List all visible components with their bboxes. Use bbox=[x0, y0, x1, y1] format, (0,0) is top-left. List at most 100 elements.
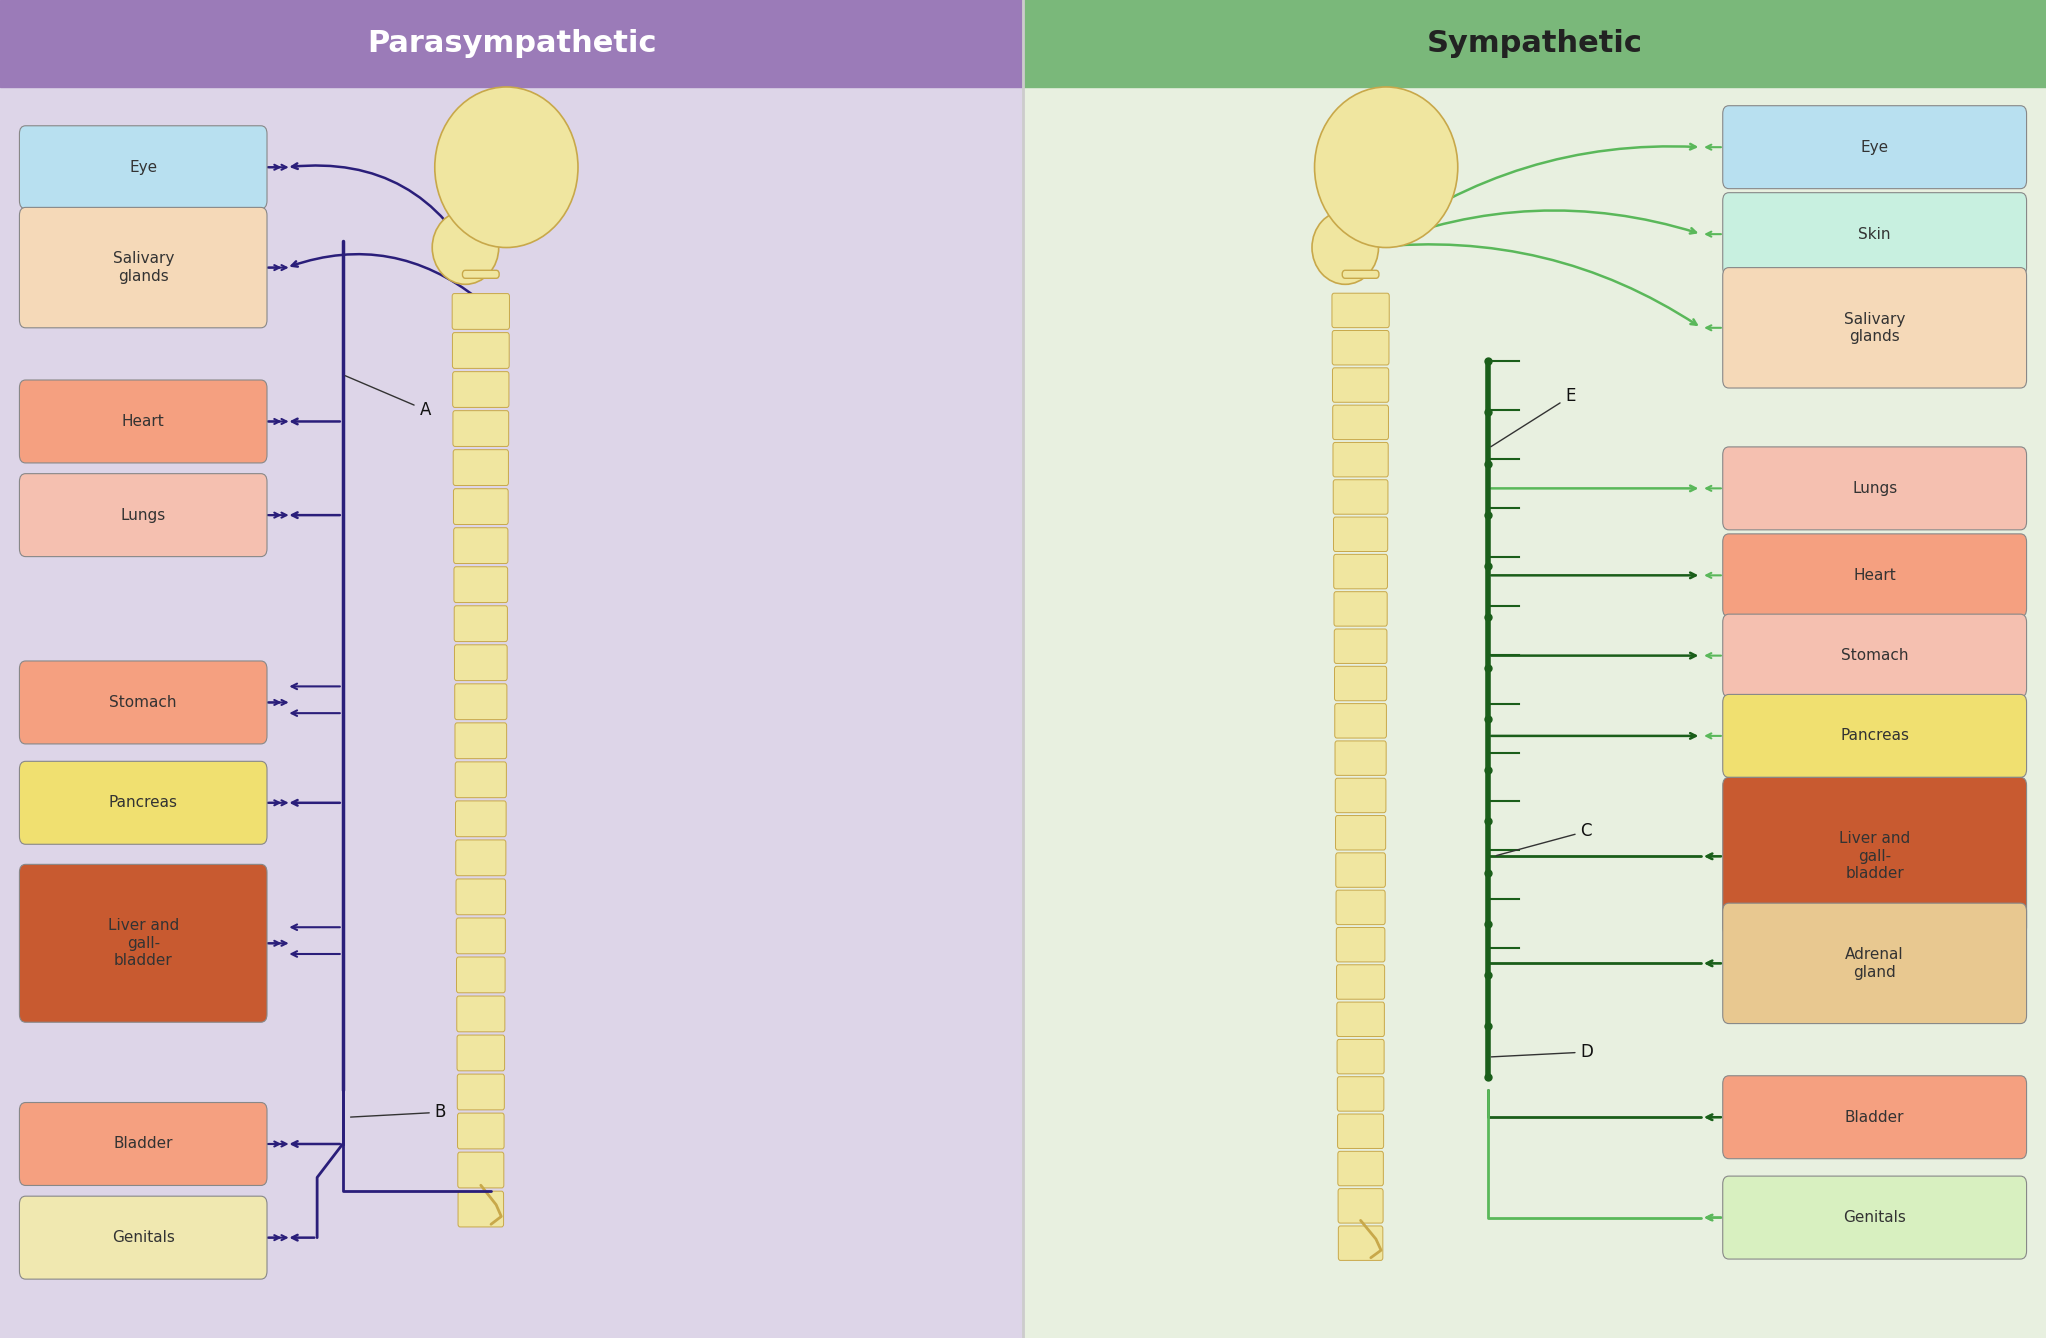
Text: Skin: Skin bbox=[1858, 226, 1891, 242]
FancyBboxPatch shape bbox=[1338, 1077, 1383, 1111]
FancyBboxPatch shape bbox=[1723, 777, 2026, 935]
Text: Eye: Eye bbox=[129, 159, 158, 175]
Text: E: E bbox=[1492, 388, 1575, 447]
FancyBboxPatch shape bbox=[1336, 852, 1385, 887]
FancyBboxPatch shape bbox=[1336, 890, 1385, 925]
FancyBboxPatch shape bbox=[1334, 554, 1387, 589]
FancyBboxPatch shape bbox=[454, 761, 507, 797]
FancyBboxPatch shape bbox=[1332, 293, 1389, 328]
FancyBboxPatch shape bbox=[1334, 741, 1387, 775]
FancyBboxPatch shape bbox=[1334, 666, 1387, 701]
FancyBboxPatch shape bbox=[1334, 480, 1387, 514]
FancyBboxPatch shape bbox=[458, 1074, 503, 1111]
FancyBboxPatch shape bbox=[454, 527, 507, 563]
Ellipse shape bbox=[434, 87, 579, 248]
FancyBboxPatch shape bbox=[458, 1152, 503, 1188]
FancyBboxPatch shape bbox=[1723, 903, 2026, 1024]
FancyBboxPatch shape bbox=[1723, 106, 2026, 189]
FancyBboxPatch shape bbox=[454, 567, 507, 602]
Text: Bladder: Bladder bbox=[113, 1136, 174, 1152]
FancyBboxPatch shape bbox=[1332, 330, 1389, 365]
Bar bbox=[1023, 0, 2046, 87]
Text: Genitals: Genitals bbox=[1843, 1210, 1907, 1226]
FancyBboxPatch shape bbox=[456, 879, 505, 915]
FancyBboxPatch shape bbox=[1336, 965, 1385, 999]
Text: Pancreas: Pancreas bbox=[1839, 728, 1909, 744]
FancyBboxPatch shape bbox=[452, 411, 509, 447]
Bar bbox=[0, 0, 1023, 87]
FancyBboxPatch shape bbox=[458, 1191, 503, 1227]
FancyBboxPatch shape bbox=[20, 761, 266, 844]
Text: Sympathetic: Sympathetic bbox=[1426, 29, 1643, 58]
Text: Lungs: Lungs bbox=[1852, 480, 1897, 496]
FancyBboxPatch shape bbox=[1334, 443, 1387, 476]
FancyBboxPatch shape bbox=[20, 380, 266, 463]
Ellipse shape bbox=[1311, 210, 1379, 285]
FancyBboxPatch shape bbox=[454, 488, 507, 524]
FancyBboxPatch shape bbox=[454, 723, 507, 759]
Text: Eye: Eye bbox=[1860, 139, 1888, 155]
Text: Bladder: Bladder bbox=[1845, 1109, 1905, 1125]
FancyBboxPatch shape bbox=[1338, 1040, 1383, 1074]
FancyBboxPatch shape bbox=[1723, 1176, 2026, 1259]
FancyBboxPatch shape bbox=[452, 293, 509, 329]
Text: Liver and
gall-
bladder: Liver and gall- bladder bbox=[1839, 831, 1911, 882]
FancyBboxPatch shape bbox=[1334, 704, 1387, 739]
FancyBboxPatch shape bbox=[20, 661, 266, 744]
Text: Stomach: Stomach bbox=[110, 694, 176, 710]
FancyBboxPatch shape bbox=[1338, 1115, 1383, 1148]
FancyBboxPatch shape bbox=[1723, 447, 2026, 530]
FancyBboxPatch shape bbox=[1334, 516, 1387, 551]
Text: D: D bbox=[1492, 1044, 1594, 1061]
Text: Pancreas: Pancreas bbox=[108, 795, 178, 811]
FancyBboxPatch shape bbox=[454, 450, 507, 486]
FancyBboxPatch shape bbox=[1723, 694, 2026, 777]
FancyBboxPatch shape bbox=[1334, 591, 1387, 626]
Text: Heart: Heart bbox=[1854, 567, 1897, 583]
FancyBboxPatch shape bbox=[20, 864, 266, 1022]
FancyBboxPatch shape bbox=[1334, 629, 1387, 664]
FancyBboxPatch shape bbox=[454, 645, 507, 681]
FancyBboxPatch shape bbox=[1342, 270, 1379, 278]
FancyBboxPatch shape bbox=[1723, 534, 2026, 617]
FancyBboxPatch shape bbox=[20, 474, 266, 557]
Text: Parasympathetic: Parasympathetic bbox=[366, 29, 657, 58]
FancyBboxPatch shape bbox=[462, 270, 499, 278]
FancyBboxPatch shape bbox=[20, 207, 266, 328]
Text: Heart: Heart bbox=[123, 413, 164, 429]
FancyBboxPatch shape bbox=[454, 606, 507, 642]
Text: Genitals: Genitals bbox=[113, 1230, 174, 1246]
FancyBboxPatch shape bbox=[20, 1103, 266, 1185]
FancyBboxPatch shape bbox=[456, 801, 505, 836]
FancyBboxPatch shape bbox=[458, 1113, 503, 1149]
FancyBboxPatch shape bbox=[454, 684, 507, 720]
FancyBboxPatch shape bbox=[1332, 405, 1389, 440]
FancyBboxPatch shape bbox=[1338, 1188, 1383, 1223]
FancyBboxPatch shape bbox=[1336, 1002, 1385, 1037]
Text: Adrenal
gland: Adrenal gland bbox=[1845, 947, 1905, 979]
FancyBboxPatch shape bbox=[1338, 1226, 1383, 1260]
FancyBboxPatch shape bbox=[452, 333, 509, 368]
FancyBboxPatch shape bbox=[1723, 614, 2026, 697]
FancyBboxPatch shape bbox=[20, 126, 266, 209]
Text: Stomach: Stomach bbox=[1841, 648, 1909, 664]
FancyBboxPatch shape bbox=[1723, 193, 2026, 276]
FancyBboxPatch shape bbox=[456, 957, 505, 993]
FancyBboxPatch shape bbox=[20, 1196, 266, 1279]
FancyBboxPatch shape bbox=[1723, 268, 2026, 388]
Text: C: C bbox=[1496, 823, 1592, 855]
FancyBboxPatch shape bbox=[1336, 816, 1385, 850]
FancyBboxPatch shape bbox=[1338, 1151, 1383, 1185]
FancyBboxPatch shape bbox=[1332, 368, 1389, 403]
Text: Salivary
glands: Salivary glands bbox=[113, 252, 174, 284]
FancyBboxPatch shape bbox=[456, 840, 505, 876]
Text: Salivary
glands: Salivary glands bbox=[1843, 312, 1905, 344]
Text: Lungs: Lungs bbox=[121, 507, 166, 523]
Text: B: B bbox=[350, 1104, 446, 1121]
Ellipse shape bbox=[1314, 87, 1457, 248]
FancyBboxPatch shape bbox=[1336, 779, 1385, 812]
Text: A: A bbox=[346, 376, 432, 419]
FancyBboxPatch shape bbox=[452, 372, 509, 407]
FancyBboxPatch shape bbox=[456, 918, 505, 954]
Ellipse shape bbox=[432, 210, 499, 285]
